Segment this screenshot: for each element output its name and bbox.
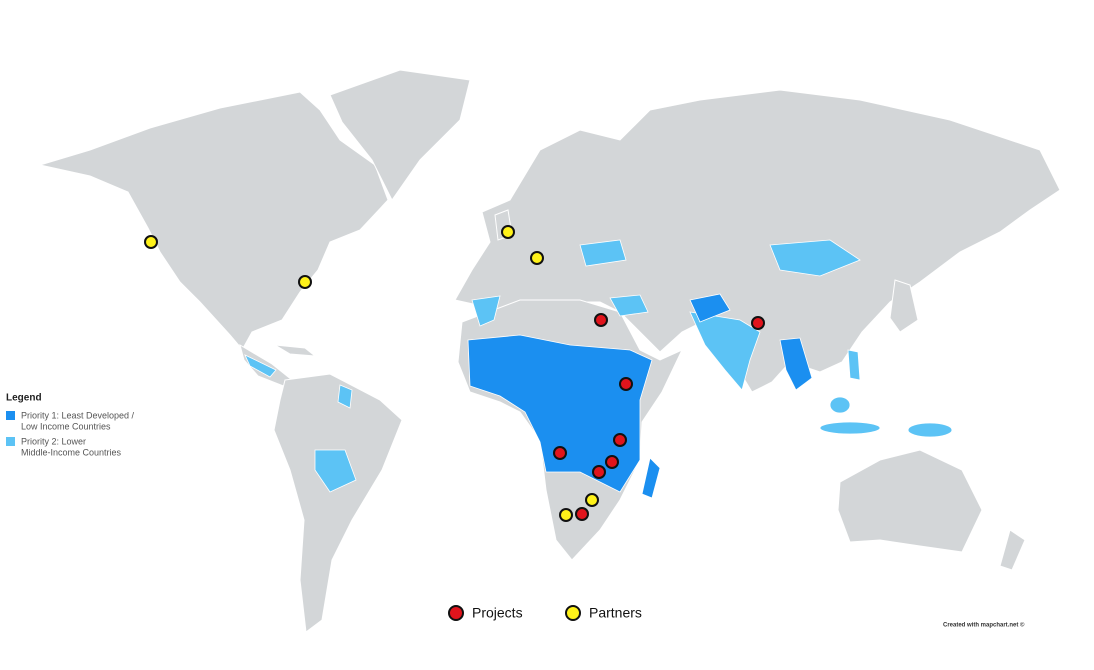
region xyxy=(819,421,881,435)
legend-marker xyxy=(448,605,464,621)
caribbean xyxy=(274,344,317,357)
region xyxy=(579,239,627,267)
partner-marker xyxy=(559,508,573,522)
greenland xyxy=(329,69,471,201)
legend-swatch xyxy=(6,437,15,446)
region xyxy=(907,422,953,438)
legend-label: Priority 2: Lower xyxy=(21,436,86,446)
markers xyxy=(144,225,765,522)
legend-label: Low Income Countries xyxy=(21,421,111,431)
legend-marker-label: Partners xyxy=(589,605,642,621)
north-america xyxy=(38,91,389,369)
region xyxy=(829,396,851,414)
priority-1-regions xyxy=(467,293,813,499)
legend-marker xyxy=(565,605,581,621)
legend-marker-label: Projects xyxy=(472,605,523,621)
region xyxy=(779,337,813,391)
region xyxy=(609,294,649,317)
legend-label: Middle-Income Countries xyxy=(21,447,122,457)
partner-marker xyxy=(530,251,544,265)
project-marker xyxy=(751,316,765,330)
partner-marker xyxy=(144,235,158,249)
credit: Created with mapchart.net © xyxy=(943,622,1025,629)
project-marker xyxy=(592,465,606,479)
region xyxy=(471,295,501,327)
region xyxy=(769,239,861,277)
region xyxy=(467,334,653,493)
project-marker xyxy=(613,433,627,447)
partner-marker xyxy=(501,225,515,239)
project-marker xyxy=(575,507,589,521)
region xyxy=(689,311,761,391)
australia xyxy=(837,449,983,553)
legend-label: Priority 1: Least Developed / xyxy=(21,410,135,420)
region xyxy=(641,457,661,499)
new-zealand xyxy=(999,529,1026,571)
partner-marker xyxy=(298,275,312,289)
legend-title: Legend xyxy=(6,393,42,404)
legend-swatch xyxy=(6,411,15,420)
south-america xyxy=(273,373,403,633)
project-marker xyxy=(553,446,567,460)
japan xyxy=(889,279,919,333)
project-marker xyxy=(619,377,633,391)
region xyxy=(337,384,353,409)
project-marker xyxy=(605,455,619,469)
region xyxy=(244,354,277,378)
priority-2-regions xyxy=(244,239,953,493)
region xyxy=(314,449,357,493)
region xyxy=(689,293,731,323)
region xyxy=(847,349,861,381)
partner-marker xyxy=(585,493,599,507)
project-marker xyxy=(594,313,608,327)
